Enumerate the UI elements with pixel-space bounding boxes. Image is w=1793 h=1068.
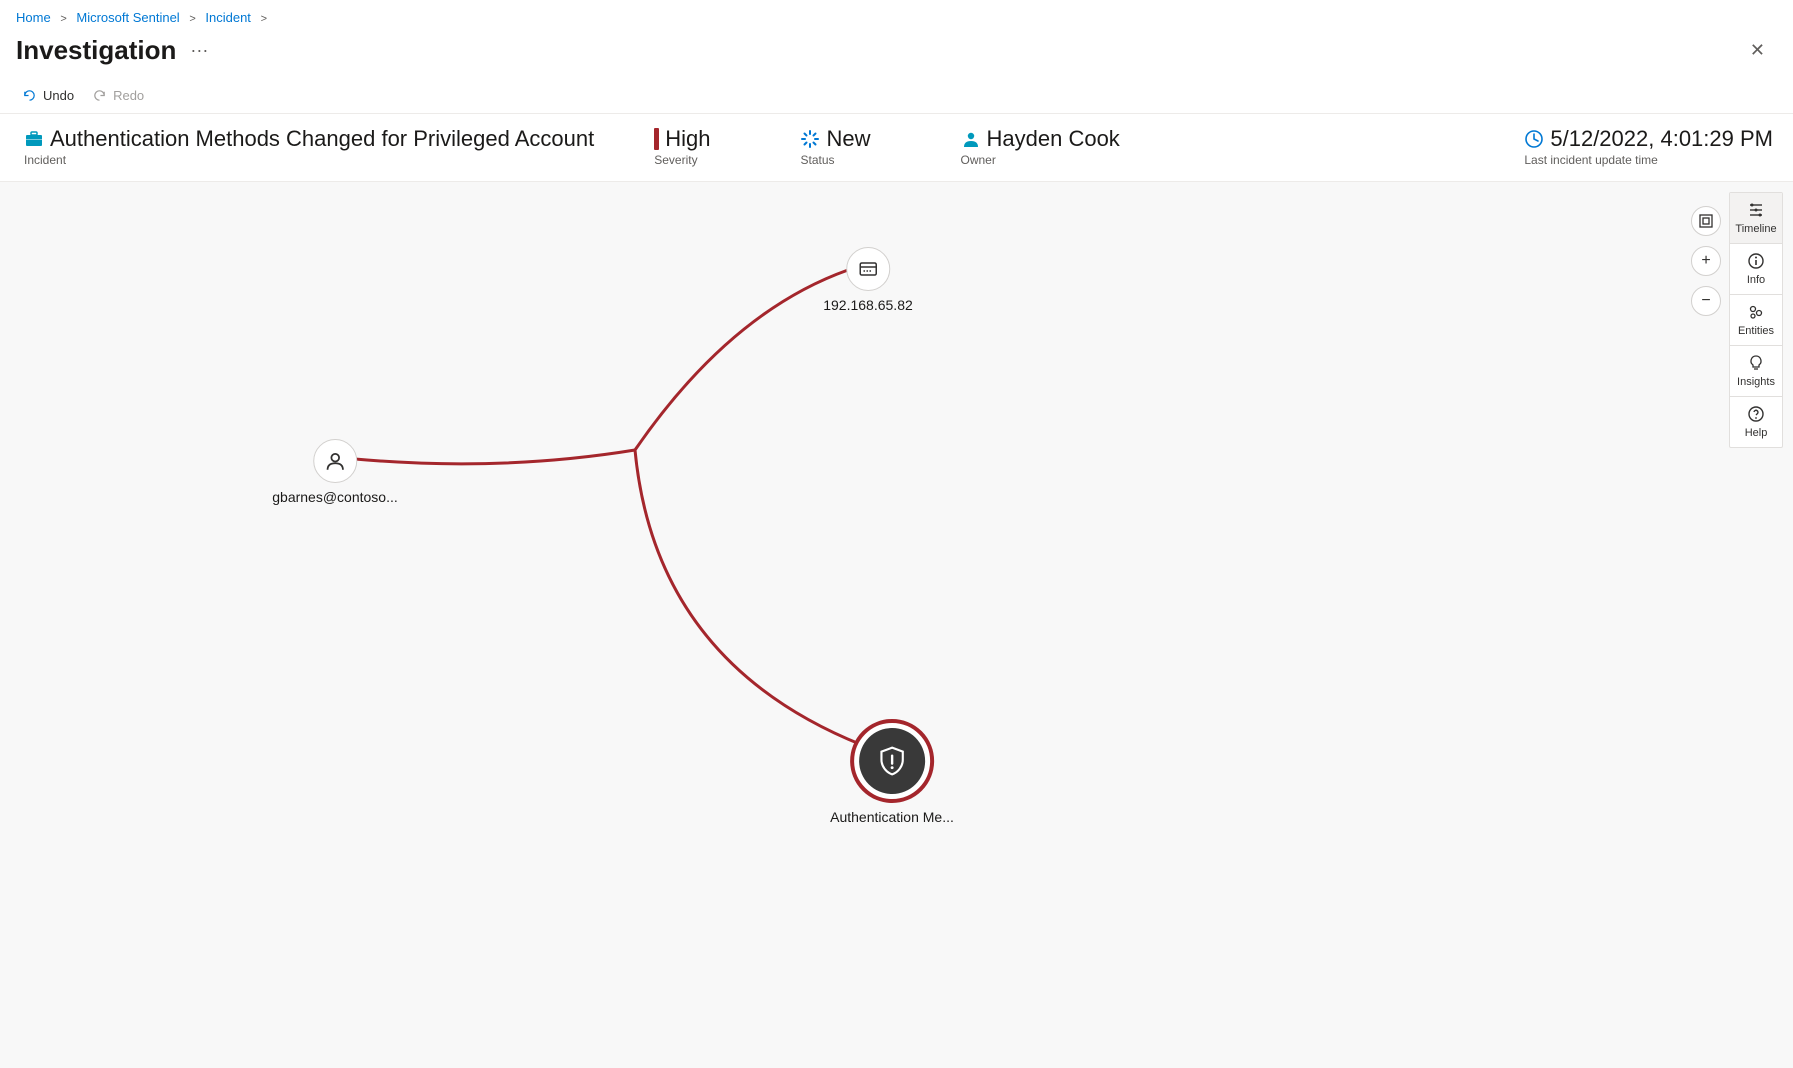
undo-button[interactable]: Undo (22, 88, 74, 103)
incident-subtitle: Incident (24, 153, 594, 167)
briefcase-icon (24, 129, 44, 149)
incident-info-bar: Authentication Methods Changed for Privi… (0, 114, 1793, 182)
owner-value: Hayden Cook (987, 126, 1120, 152)
tab-info-label: Info (1747, 274, 1765, 286)
owner-label: Owner (961, 153, 1120, 167)
tab-insights[interactable]: Insights (1730, 346, 1782, 397)
status-label: Status (800, 153, 870, 167)
incident-title-block: Authentication Methods Changed for Privi… (24, 126, 594, 167)
breadcrumb-sep: > (60, 13, 66, 25)
breadcrumb-incident[interactable]: Incident (205, 10, 251, 25)
alert-ring (850, 719, 934, 803)
zoom-in-button[interactable]: + (1691, 246, 1721, 276)
breadcrumb-sep: > (261, 13, 267, 25)
undo-icon (22, 88, 37, 103)
tab-entities-label: Entities (1738, 325, 1774, 337)
canvas-controls: + − (1691, 206, 1721, 316)
redo-icon (92, 88, 107, 103)
severity-block: High Severity (654, 126, 710, 167)
severity-indicator (654, 128, 659, 150)
status-value: New (826, 126, 870, 152)
tab-info[interactable]: Info (1730, 244, 1782, 295)
node-account-label: gbarnes@contoso... (272, 489, 398, 505)
toolbar: Undo Redo (0, 80, 1793, 114)
redo-label: Redo (113, 88, 144, 103)
person-icon (961, 129, 981, 149)
updated-value: 5/12/2022, 4:01:29 PM (1550, 126, 1773, 152)
graph-edges (0, 182, 1793, 1068)
breadcrumb: Home > Microsoft Sentinel > Incident > (0, 0, 1793, 31)
tab-timeline[interactable]: Timeline (1730, 193, 1782, 244)
insights-icon (1747, 354, 1765, 372)
redo-button[interactable]: Redo (92, 88, 144, 103)
info-icon (1747, 252, 1765, 270)
page-title: Investigation (16, 35, 176, 66)
node-ip-label: 192.168.65.82 (823, 297, 913, 313)
node-alert[interactable]: Authentication Me... (830, 719, 954, 825)
updated-block: 5/12/2022, 4:01:29 PM Last incident upda… (1524, 126, 1773, 167)
investigation-canvas[interactable]: gbarnes@contoso... 192.168.65.82 Authent… (0, 182, 1793, 1068)
status-block: New Status (800, 126, 870, 167)
tab-help[interactable]: Help (1730, 397, 1782, 447)
close-button[interactable]: ✕ (1750, 40, 1765, 61)
node-account[interactable]: gbarnes@contoso... (272, 439, 398, 505)
tab-help-label: Help (1745, 427, 1768, 439)
updated-label: Last incident update time (1524, 153, 1773, 167)
side-tabs: Timeline Info Entities Insights Help (1729, 192, 1783, 448)
fit-screen-button[interactable] (1691, 206, 1721, 236)
page-title-row: Investigation ··· ✕ (0, 31, 1793, 80)
severity-label: Severity (654, 153, 710, 167)
account-icon (313, 439, 357, 483)
entities-icon (1747, 303, 1765, 321)
node-alert-label: Authentication Me... (830, 809, 954, 825)
tab-entities[interactable]: Entities (1730, 295, 1782, 346)
more-actions-button[interactable]: ··· (190, 40, 208, 61)
shield-alert-icon (859, 728, 925, 794)
node-ip[interactable]: 192.168.65.82 (823, 247, 913, 313)
undo-label: Undo (43, 88, 74, 103)
timeline-icon (1747, 201, 1765, 219)
clock-icon (1524, 129, 1544, 149)
zoom-out-button[interactable]: − (1691, 286, 1721, 316)
status-new-icon (800, 129, 820, 149)
owner-block: Hayden Cook Owner (961, 126, 1120, 167)
breadcrumb-home[interactable]: Home (16, 10, 51, 25)
severity-value: High (665, 126, 710, 152)
breadcrumb-sep: > (189, 13, 195, 25)
tab-insights-label: Insights (1737, 376, 1775, 388)
help-icon (1747, 405, 1765, 423)
incident-title: Authentication Methods Changed for Privi… (50, 126, 594, 152)
tab-timeline-label: Timeline (1735, 223, 1776, 235)
ip-icon (846, 247, 890, 291)
breadcrumb-sentinel[interactable]: Microsoft Sentinel (76, 10, 179, 25)
